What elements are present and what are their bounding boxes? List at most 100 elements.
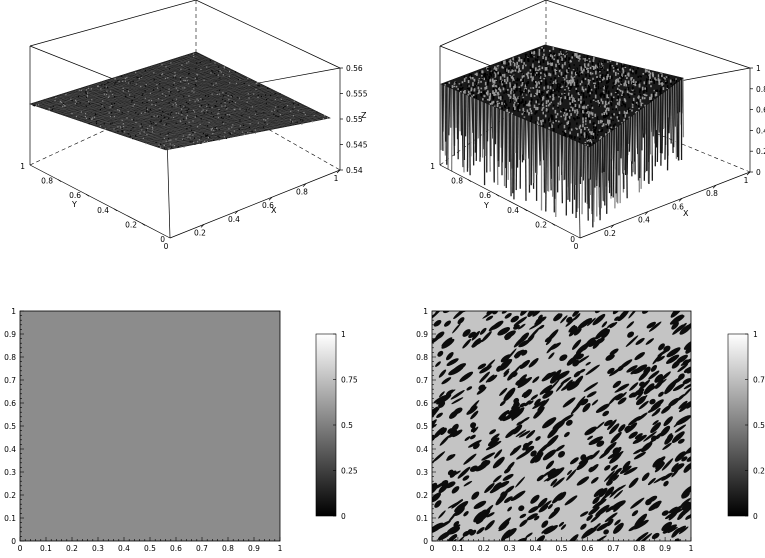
surface-speckle xyxy=(601,120,604,123)
surface-speckle xyxy=(194,83,196,86)
surface-speckle xyxy=(566,112,568,117)
dark-domain xyxy=(462,475,470,481)
surface-speckle xyxy=(586,138,589,140)
surface-speckle xyxy=(577,114,580,116)
surface-speckle xyxy=(601,79,604,81)
surface-speckle xyxy=(168,139,170,142)
surface-speckle xyxy=(538,76,541,78)
surface-speckle xyxy=(635,110,638,114)
surface-speckle xyxy=(564,129,567,133)
mesh-line xyxy=(146,108,311,144)
surface-speckle xyxy=(568,61,570,64)
surface-speckle xyxy=(599,129,602,132)
x-tick-label: 0.6 xyxy=(581,544,593,553)
surface-speckle xyxy=(632,79,635,84)
surface-speckle xyxy=(549,54,552,57)
dark-domain xyxy=(576,476,590,486)
surface-speckle xyxy=(538,52,541,56)
dark-domain xyxy=(612,474,620,482)
dark-domain xyxy=(468,439,482,448)
surface-speckle xyxy=(207,104,210,106)
surface-speckle xyxy=(156,83,158,86)
surface-speckle xyxy=(194,143,196,145)
surface-speckle xyxy=(656,89,658,93)
surface-speckle xyxy=(593,128,595,133)
surface-speckle xyxy=(519,88,522,91)
dark-domain xyxy=(585,337,596,347)
surface-speckle xyxy=(666,87,669,90)
surface-speckle xyxy=(625,83,627,87)
dark-domain xyxy=(659,371,671,382)
dark-domain xyxy=(545,338,552,346)
surface-speckle xyxy=(622,70,625,74)
dark-domain xyxy=(610,464,619,471)
surface-speckle xyxy=(528,100,531,104)
spike-wall xyxy=(505,111,508,188)
surface-speckle xyxy=(518,86,520,88)
dark-domain xyxy=(516,421,522,426)
surface-speckle xyxy=(622,93,625,96)
surface-speckle xyxy=(485,76,487,81)
spike-wall xyxy=(651,100,654,156)
surface-speckle xyxy=(113,96,116,98)
surface-speckle xyxy=(653,80,656,84)
surface-speckle xyxy=(555,115,558,119)
surface-speckle xyxy=(138,78,141,80)
surface-speckle xyxy=(75,115,78,118)
mesh-line xyxy=(156,113,321,147)
surface-speckle xyxy=(577,92,580,95)
surface-speckle xyxy=(612,69,615,73)
mesh-line xyxy=(103,87,269,130)
dark-domain xyxy=(538,505,549,513)
dark-domain xyxy=(439,435,450,446)
surface-speckle xyxy=(548,53,551,56)
dark-domain xyxy=(641,441,653,453)
colorbar-ticks: 00.250.50.751 xyxy=(745,330,765,521)
x-tick-label: 0.1 xyxy=(40,544,52,553)
dark-domain xyxy=(512,424,523,435)
spike-wall xyxy=(549,130,552,191)
surface-speckle xyxy=(241,131,244,133)
surface-speckle xyxy=(487,82,489,86)
dark-domain xyxy=(685,443,691,454)
surface-speckle xyxy=(616,99,618,101)
surface-speckle xyxy=(549,102,551,105)
surface-speckle xyxy=(537,81,540,83)
dark-domain xyxy=(649,398,656,405)
spike-wall xyxy=(643,106,646,181)
surface-speckle xyxy=(153,115,155,117)
mesh-line xyxy=(129,99,294,139)
surface-speckle xyxy=(311,120,313,123)
surface-speckle xyxy=(521,80,524,84)
surface-speckle xyxy=(589,79,591,81)
dark-domain xyxy=(526,429,536,439)
dark-domain xyxy=(463,511,469,517)
dark-domain xyxy=(542,417,557,429)
dark-domain xyxy=(451,397,464,405)
dark-domain xyxy=(614,525,622,533)
dark-domain xyxy=(685,344,691,354)
y-tick-mark xyxy=(523,208,528,212)
dark-domain xyxy=(499,413,507,421)
heatmap-dark-phase xyxy=(432,311,691,541)
surface-speckle xyxy=(600,67,603,70)
surface-speckle xyxy=(589,66,592,70)
x-tick-label: 0 xyxy=(574,242,579,251)
surface-speckle xyxy=(632,101,634,104)
dark-domain xyxy=(513,397,520,404)
surface-speckle xyxy=(594,90,596,93)
dark-domain xyxy=(559,354,568,362)
surface-speckle xyxy=(221,98,224,100)
surface-speckle xyxy=(198,139,201,141)
dark-domain xyxy=(462,338,472,349)
surface-speckle xyxy=(175,112,177,114)
surface-speckle xyxy=(474,73,477,76)
surface-speckle xyxy=(192,132,194,134)
surface-speckle xyxy=(107,86,109,89)
spike-wall xyxy=(663,91,666,129)
surface-speckle xyxy=(182,138,184,140)
surface-speckle xyxy=(580,100,582,103)
dark-domain xyxy=(645,498,653,506)
surface-speckle xyxy=(539,104,541,107)
surface-speckle xyxy=(515,98,518,102)
